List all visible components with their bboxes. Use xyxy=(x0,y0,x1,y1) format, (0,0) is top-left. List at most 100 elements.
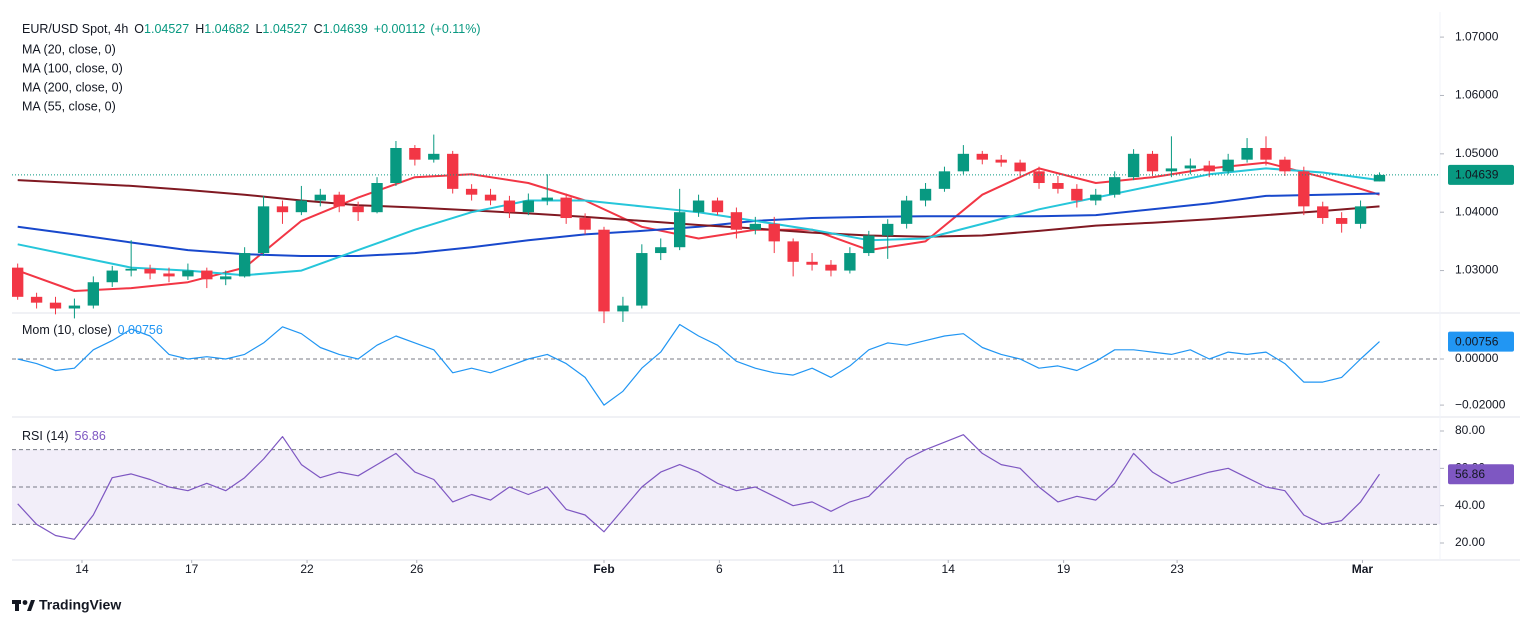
candle-body xyxy=(768,223,780,242)
x-tick-label: 23 xyxy=(1170,562,1184,576)
change: +0.00112 xyxy=(374,22,426,36)
candle-body xyxy=(428,153,440,160)
candle-body xyxy=(125,268,137,271)
indicator-value: 0.00756 xyxy=(118,323,163,337)
candle-body xyxy=(238,253,251,277)
legend-entry: MA (100, close, 0) xyxy=(22,61,123,75)
candle-body xyxy=(68,305,81,309)
candle-body xyxy=(1184,165,1197,169)
y-tick-label: 1.03000 xyxy=(1455,263,1499,277)
last-value-box xyxy=(1448,164,1514,185)
candle-body xyxy=(484,194,497,201)
header: EUR/USD Spot, 4h O1.04527 H1.04682 L1.04527… xyxy=(22,22,481,36)
candle-body xyxy=(711,200,724,213)
candle-body xyxy=(1222,159,1234,172)
change-pct: (+0.11%) xyxy=(430,22,480,36)
indicator-title: Mom (10, close) xyxy=(22,323,112,337)
field-value: 1.04527 xyxy=(144,22,189,36)
text-layer: EUR/USD Spot, 4h O1.04527 H1.04682 L1.04527… xyxy=(12,22,1514,613)
y-tick-label: 1.06000 xyxy=(1455,88,1499,102)
symbol-title: EUR/USD Spot, 4h xyxy=(22,22,128,36)
field-label: H xyxy=(195,22,204,36)
marks-layer xyxy=(12,36,1444,563)
candle-body xyxy=(1109,177,1121,195)
x-tick-label: 26 xyxy=(410,562,424,576)
last-value-box xyxy=(1448,464,1514,485)
field-value: 1.04639 xyxy=(323,22,368,36)
candle-body xyxy=(201,270,213,280)
line xyxy=(17,323,1380,406)
x-tick-label: Mar xyxy=(1352,562,1374,576)
rsi-legend: RSI (14) 56.86 xyxy=(22,429,106,443)
candle-body xyxy=(1335,218,1348,224)
candle-body xyxy=(976,153,988,160)
candle-body xyxy=(1127,153,1140,178)
candle-body xyxy=(1241,147,1253,160)
brand-logo xyxy=(12,600,35,611)
candle-body xyxy=(295,200,308,213)
candle-body xyxy=(447,153,459,189)
candle-body xyxy=(352,206,364,213)
indicator-title: RSI (14) xyxy=(22,429,69,443)
field-label: L xyxy=(255,22,262,36)
candle-body xyxy=(1014,162,1026,172)
candle-body xyxy=(87,282,100,306)
y-tick-label: −0.02000 xyxy=(1455,397,1506,411)
legend-entry: MA (55, close, 0) xyxy=(22,99,116,113)
line xyxy=(17,179,1380,238)
indicator-value: 56.86 xyxy=(75,429,106,443)
candle-body xyxy=(749,223,761,230)
candle-body xyxy=(333,194,345,207)
candle-body xyxy=(1090,194,1102,201)
candle-body xyxy=(503,200,516,213)
candle-body xyxy=(1260,147,1272,160)
candle-body xyxy=(257,206,270,254)
candle-body xyxy=(863,235,875,254)
candle-body xyxy=(12,267,24,297)
candle-body xyxy=(1298,171,1310,207)
x-tick-label: Feb xyxy=(593,562,614,576)
candle-body xyxy=(560,197,572,219)
candle-body xyxy=(314,194,326,201)
y-tick-label: 1.04000 xyxy=(1455,204,1499,218)
x-tick-label: 19 xyxy=(1057,562,1071,576)
x-tick-label: 6 xyxy=(716,562,723,576)
candle-body xyxy=(163,273,175,277)
x-tick-label: 11 xyxy=(832,562,845,576)
candle-body xyxy=(409,147,421,160)
candle-body xyxy=(390,147,402,184)
logo-shape xyxy=(22,600,28,605)
logo-shape xyxy=(27,600,35,611)
candle-body xyxy=(1165,168,1178,172)
candle-body xyxy=(1354,206,1367,224)
candle-body xyxy=(1279,159,1291,172)
candle-body xyxy=(806,261,818,265)
candle-body xyxy=(106,270,118,283)
field-label: O xyxy=(134,22,144,36)
last-value-label: 1.04639 xyxy=(1455,168,1499,182)
candle-body xyxy=(522,200,535,213)
x-tick-label: 17 xyxy=(185,562,199,576)
last-value-label: 56.86 xyxy=(1455,467,1485,481)
candle-body xyxy=(276,206,289,213)
y-tick-label: 20.00 xyxy=(1455,535,1485,549)
last-value-label: 0.00756 xyxy=(1455,334,1499,348)
logo-shape xyxy=(15,600,19,611)
candle-body xyxy=(919,188,932,201)
candle-body xyxy=(655,247,667,254)
candle-body xyxy=(900,200,913,224)
candle-body xyxy=(957,153,970,172)
candle-body xyxy=(579,218,591,230)
candle-body xyxy=(30,296,43,303)
candle-body xyxy=(1317,206,1329,219)
candle-body xyxy=(673,212,686,248)
candle-body xyxy=(144,268,156,274)
x-tick-label: 14 xyxy=(75,562,89,576)
candle-body xyxy=(182,270,194,277)
candle-body xyxy=(787,241,799,262)
candle-body xyxy=(1071,188,1083,201)
field-label: C xyxy=(314,22,323,36)
field-value: 1.04527 xyxy=(262,22,307,36)
y-tick-label: 1.07000 xyxy=(1455,29,1499,43)
